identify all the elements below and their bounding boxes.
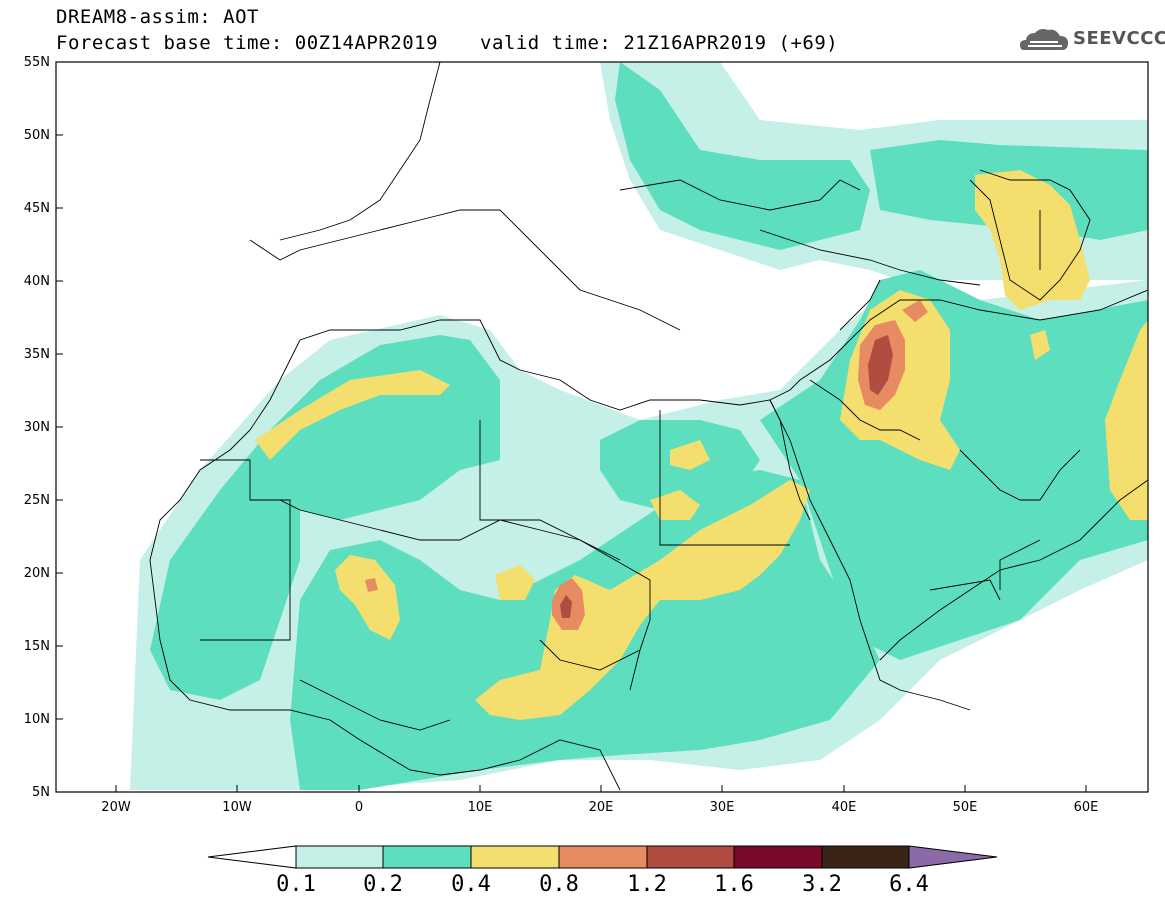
coastlines [149,62,1148,791]
lat-label: 25N [23,493,50,508]
colorbar-label: 0.1 [276,872,316,897]
lon-label: 50E [952,800,978,815]
map-title: DREAM8-assim: AOT [56,6,259,28]
lon-label: 60E [1073,800,1099,815]
lat-label: 20N [23,566,50,581]
colorbar-bin-5 [646,845,735,869]
colorbar-label: 0.8 [539,872,579,897]
colorbar-high-arrow [908,845,998,869]
lat-label: 15N [23,639,50,654]
colorbar-bin-1 [295,845,384,869]
colorbar [207,845,998,869]
colorbar-label: 0.4 [451,872,491,897]
colorbar-bin-7 [821,845,910,869]
colorbar-label: 1.2 [627,872,667,897]
graticule-ticks [56,61,1087,793]
lon-label: 10E [467,800,493,815]
lon-label: 10W [222,800,252,815]
lon-label: 20E [588,800,614,815]
colorbar-bin-4 [558,845,648,869]
colorbar-label: 0.2 [363,872,403,897]
colorbar-bin-6 [733,845,823,869]
lat-label: 10N [23,712,50,727]
lon-label: 30E [709,800,735,815]
colorbar-label: 6.4 [889,872,929,897]
lon-label: 20W [101,800,131,815]
logo-text: SEEVCCC [1073,28,1165,49]
aot-field [130,62,1148,790]
lat-label: 30N [23,420,50,435]
forecast-base-time: Forecast base time: 00Z14APR2019 [56,32,439,54]
colorbar-bin-2 [382,845,472,869]
lat-label: 55N [23,55,50,70]
colorbar-low-arrow [207,845,297,869]
lat-label: 35N [23,347,50,362]
lon-label: 40E [831,800,857,815]
colorbar-bin-3 [470,845,560,869]
lon-label: 0 [354,800,364,815]
lat-label: 40N [23,274,50,289]
colorbar-label: 3.2 [802,872,842,897]
map-subtitle: Forecast base time: 00Z14APR2019 valid ti… [56,32,838,54]
lat-label: 5N [32,785,50,800]
colorbar-label: 1.6 [714,872,754,897]
valid-time: valid time: 21Z16APR2019 (+69) [480,32,839,54]
cloud-icon [1020,29,1068,50]
lat-label: 45N [23,201,50,216]
lat-label: 50N [23,128,50,143]
